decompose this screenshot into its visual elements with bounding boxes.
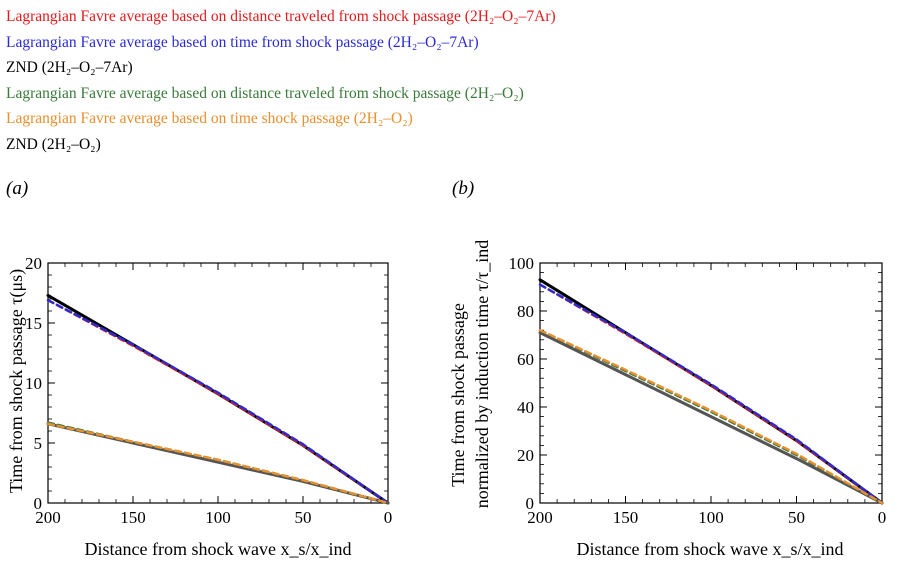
panel-b-series-line-1 [538,283,884,505]
legend: Lagrangian Favre average based on distan… [6,4,556,157]
legend-entry-time-h2o2: Lagrangian Favre average based on time s… [6,110,413,127]
panel-b-series-line-2 [538,283,884,505]
panel-a-y-axis-label: Time from shock passage τ(μs) [6,269,27,493]
panel-b-x-tick-label: 200 [527,508,553,527]
legend-entry-znd-h2o2: ZND (2H₂–O₂) [6,135,101,153]
panel-b-x-tick-label: 150 [613,508,639,527]
panel-b-y-tick-label: 20 [517,446,534,465]
panel-b-series-line-5 [538,329,884,505]
panel-b-y-axis-label-line2: normalized by induction time τ/τ_ind [472,240,492,508]
chart-panel-a: (a) Time from shock passage τ(μs) Distan… [6,178,392,559]
panel-b-x-tick-label: 100 [698,508,724,527]
legend-entry-distance-ar: Lagrangian Favre average based on distan… [6,8,556,25]
chart-panel-b: (b) Time from shock passage normalized b… [448,178,886,559]
panel-a-y-tick-label: 5 [34,434,43,453]
panel-b-letter: (b) [452,178,474,199]
panel-a-x-tick-label: 150 [120,508,146,527]
panel-a-x-tick-label: 100 [205,508,231,527]
panel-a-series-line-2 [46,299,390,505]
panel-a-series-line-5 [46,422,390,505]
panel-a-x-axis-label: Distance from shock wave x_s/x_ind [85,539,352,559]
panel-a-x-tick-label: 200 [35,508,61,527]
panel-a-x-tick-label: 50 [295,508,312,527]
panel-b-x-tick-label: 0 [878,508,887,527]
panel-b-y-tick-label: 0 [526,494,535,513]
panel-a-y-tick-label: 15 [25,314,42,333]
panel-b-y-axis-label-line1: Time from shock passage [448,303,468,487]
panel-a-y-tick-label: 0 [34,494,43,513]
panel-b-y-tick-label: 40 [517,398,534,417]
legend-entry-znd-ar: ZND (2H₂–O₂–7Ar) [6,59,133,76]
panel-a-series-line-1 [46,299,390,505]
panel-b-x-axis-label: Distance from shock wave x_s/x_ind [577,539,844,559]
panel-a-series-line-0 [46,293,390,505]
panel-a-letter: (a) [6,178,28,199]
panel-a-y-tick-label: 20 [25,254,42,273]
panel-a-x-tick-label: 0 [384,508,393,527]
panel-a-y-tick-label: 10 [25,374,42,393]
legend-entry-time-ar: Lagrangian Favre average based on time f… [6,33,479,51]
panel-b-y-tick-label: 60 [517,350,534,369]
panel-b-y-tick-label: 100 [509,254,535,273]
legend-entry-distance-h2o2: Lagrangian Favre average based on distan… [6,84,524,102]
panel-b-series-line-3 [538,331,884,505]
panel-b-series-line-0 [538,278,884,505]
panel-b-y-tick-label: 80 [517,302,534,321]
panel-b-x-tick-label: 50 [788,508,805,527]
